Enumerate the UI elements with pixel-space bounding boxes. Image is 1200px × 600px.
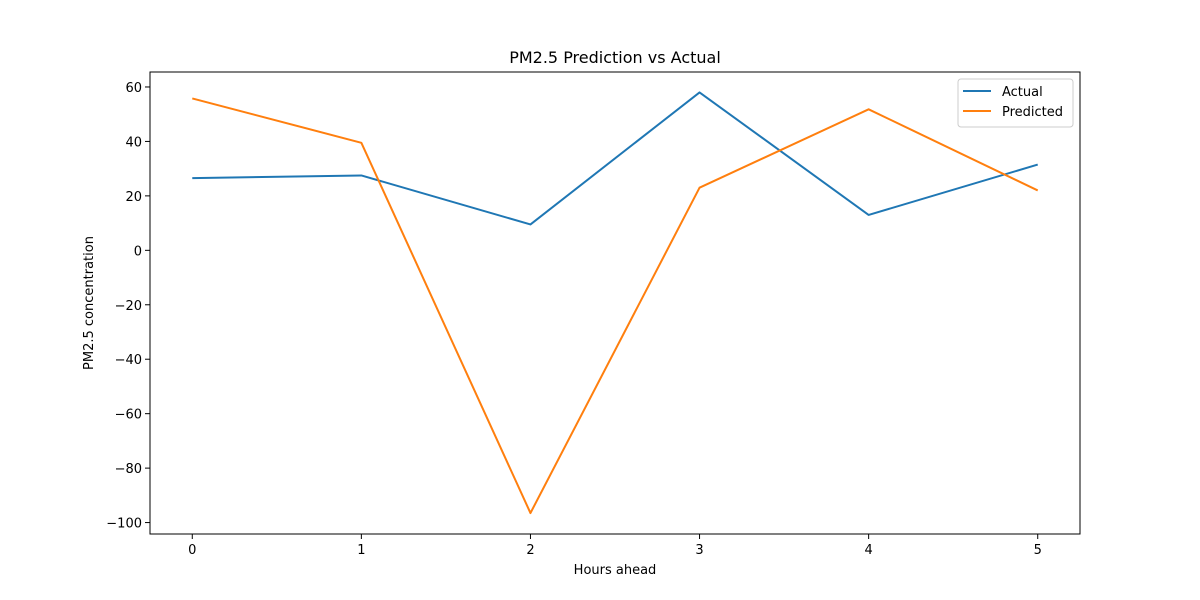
chart-title: PM2.5 Prediction vs Actual [509,48,721,67]
x-tick-label: 4 [864,543,872,558]
x-tick-label: 0 [188,543,196,558]
x-tick-label: 1 [357,543,365,558]
legend-label: Predicted [1002,105,1063,120]
plot-frame [149,71,1081,535]
y-tick-label: −40 [115,353,142,368]
y-tick-label: −20 [115,299,142,314]
series-line-actual [192,91,1039,226]
y-tick-label: 60 [125,81,142,96]
legend-label: Actual [1002,85,1043,100]
x-tick-label: 5 [1034,543,1042,558]
y-tick-label: 40 [125,135,142,150]
y-tick-label: 20 [125,190,142,205]
y-axis: 60 40 20 0 −20 −40 −60 −80 −100 [106,81,150,532]
y-tick-label: −80 [115,462,142,477]
series-line-predicted [192,97,1039,515]
y-axis-label: PM2.5 concentration [82,236,97,370]
x-tick-label: 2 [526,543,534,558]
plot-lines [192,91,1039,515]
x-axis-label: Hours ahead [574,563,657,578]
y-tick-label: −100 [106,517,142,532]
y-tick-label: −60 [115,408,142,423]
legend: Actual Predicted [957,78,1074,128]
x-tick-label: 3 [695,543,703,558]
y-tick-label: 0 [134,244,142,259]
x-axis: 0 1 2 3 4 5 [188,534,1042,558]
